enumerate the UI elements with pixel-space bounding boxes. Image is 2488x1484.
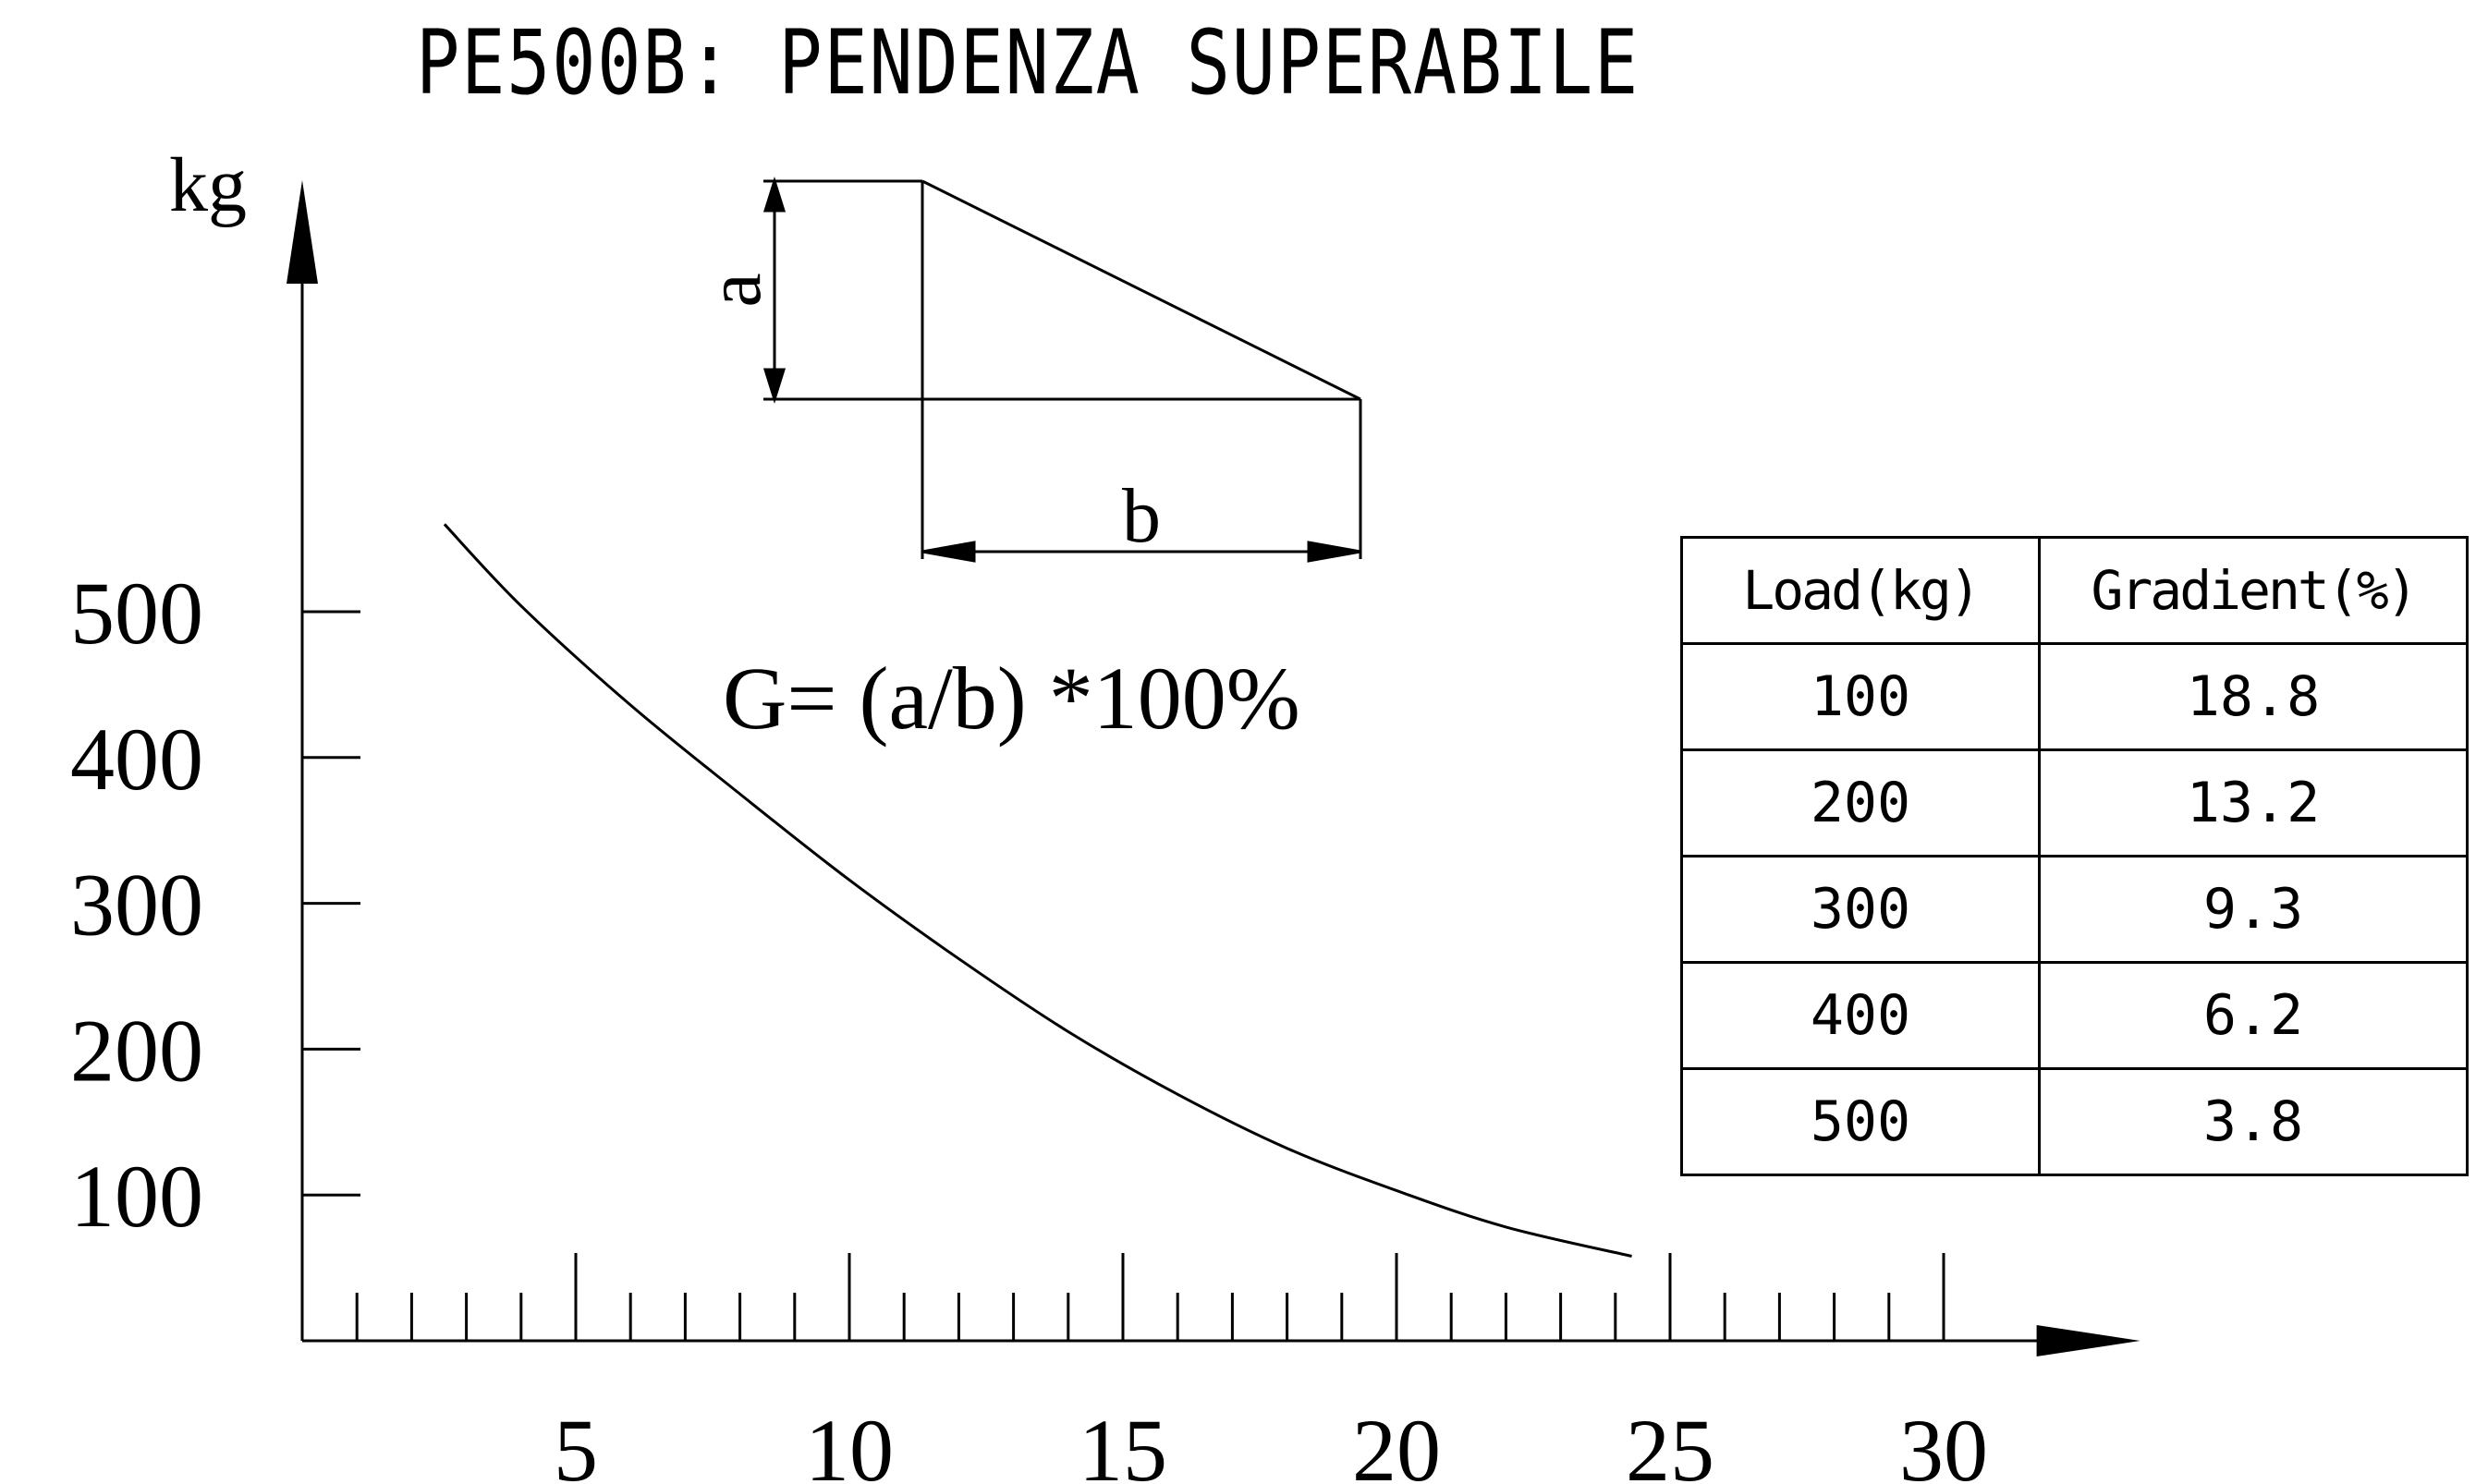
y-axis-ticks: 100 200 300 400 500 [70, 564, 360, 1246]
load-cell: 300 [1680, 855, 2041, 964]
y-axis-arrow [287, 180, 318, 284]
load-cell: 100 [1680, 642, 2041, 751]
y-axis-label: kg [169, 142, 247, 228]
load-gradient-table: Load(kg) Gradient(%) 100 18.8 200 13.2 3… [1680, 536, 2469, 1176]
x-tick-label: 25 [1626, 1401, 1714, 1484]
y-tick-label: 100 [70, 1147, 203, 1246]
table-row: 500 3.8 [1680, 1067, 2469, 1176]
y-tick-label: 500 [70, 564, 203, 663]
series-layer [443, 523, 1632, 1258]
x-tick-label: 5 [554, 1401, 598, 1484]
x-axis-ticks: 5 10 15 20 25 30 [355, 1253, 1988, 1484]
load-cell: 200 [1680, 748, 2041, 858]
y-tick-label: 200 [70, 1001, 203, 1100]
load-cell: 400 [1680, 961, 2041, 1070]
dimension-a-label: a [691, 273, 777, 307]
dimension-a-arrow-bottom [762, 368, 787, 405]
diagram-hypotenuse [921, 179, 1361, 401]
header-gradient: Gradient(%) [2038, 536, 2469, 645]
x-tick-label: 15 [1079, 1401, 1167, 1484]
chart-title: PE500B: PENDENZA SUPERABILE [416, 11, 1640, 115]
series-line-0 [443, 523, 1632, 1258]
header-load: Load(kg) [1680, 536, 2041, 645]
gradient-cell: 9.3 [2038, 855, 2469, 964]
gradient-cell: 13.2 [2038, 748, 2469, 858]
x-tick-label: 30 [1899, 1401, 1988, 1484]
y-tick-label: 400 [70, 710, 203, 809]
table-row: 300 9.3 [1680, 855, 2469, 964]
gradient-formula: G= (a/b) *100% [723, 649, 1300, 748]
load-cell: 500 [1680, 1067, 2041, 1176]
slope-diagram [762, 176, 1362, 563]
table-header-row: Load(kg) Gradient(%) [1680, 536, 2469, 645]
x-axis-arrow [2036, 1325, 2140, 1356]
x-tick-label: 10 [805, 1401, 894, 1484]
table-row: 100 18.8 [1680, 642, 2469, 751]
gradient-cell: 18.8 [2038, 642, 2469, 751]
x-tick-label: 20 [1352, 1401, 1441, 1484]
table-row: 200 13.2 [1680, 748, 2469, 858]
axes: kg [169, 142, 2140, 1356]
dimension-b-arrow-right [1307, 541, 1361, 563]
dimension-b-label: b [1122, 473, 1161, 559]
gradient-cell: 3.8 [2038, 1067, 2469, 1176]
table-row: 400 6.2 [1680, 961, 2469, 1070]
gradient-cell: 6.2 [2038, 961, 2469, 1070]
dimension-b-arrow-left [921, 541, 976, 563]
y-tick-label: 300 [70, 856, 203, 955]
dimension-a-arrow-top [762, 176, 787, 213]
